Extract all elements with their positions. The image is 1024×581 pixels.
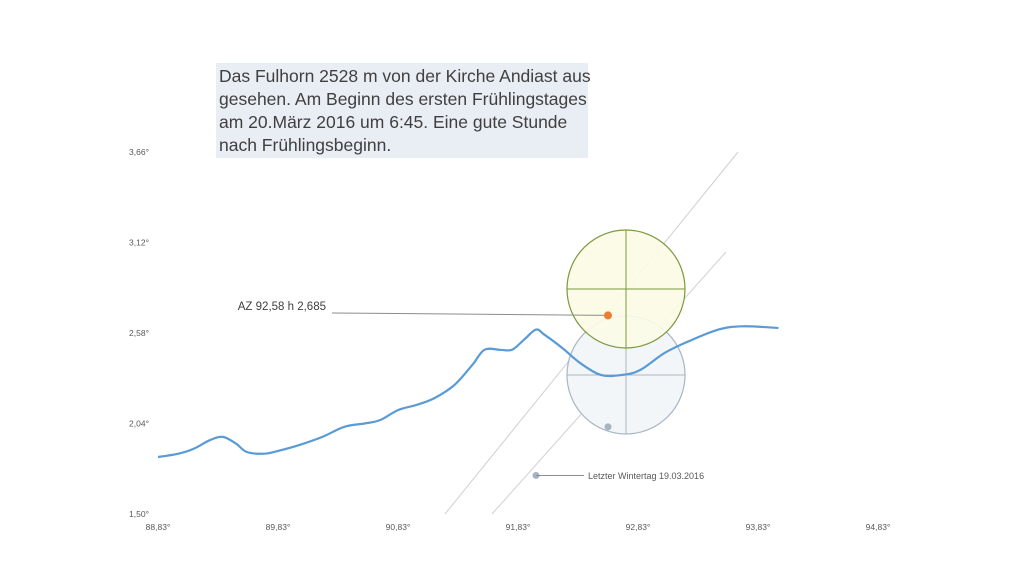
sun-label: AZ 92,58 h 2,685 (238, 301, 326, 313)
horizon-series (157, 325, 779, 459)
data-point-previous-sun (604, 423, 612, 431)
y-axis-ticks: 3,66° 3,12° 2,58° 2,04° 1,50° (129, 147, 149, 519)
x-axis-ticks: 88,83° 89,83° 90,83° 91,83° 92,83° 93,83° 94,8… (146, 522, 891, 532)
x-tick-label: 91,83° (506, 522, 531, 532)
sun-leader-line (331, 312, 609, 316)
x-tick-label: 89,83° (266, 522, 291, 532)
y-tick-label: 3,66° (129, 147, 149, 157)
series-line-horizon (157, 325, 779, 459)
y-tick-label: 2,58° (129, 328, 149, 338)
x-tick-label: 90,83° (386, 522, 411, 532)
x-tick-label: 88,83° (146, 522, 171, 532)
title-line-4: nach Frühlingsbeginn. (219, 135, 392, 155)
data-point-sun (604, 311, 612, 320)
x-tick-label: 92,83° (626, 522, 651, 532)
title-line-1: Das Fulhorn 2528 m von der Kirche Andias… (219, 66, 591, 86)
y-tick-label: 1,50° (129, 509, 149, 519)
title-line-3: am 20.März 2016 um 6:45. Eine gute Stund… (219, 112, 568, 132)
annotations: AZ 92,58 h 2,685 Letzter Wintertag 19.03.… (238, 301, 704, 481)
title-line-2: gesehen. Am Beginn des ersten Frühlingst… (219, 89, 587, 109)
x-tick-label: 93,83° (746, 522, 771, 532)
y-tick-label: 2,04° (129, 419, 149, 429)
previous-sun-label: Letzter Wintertag 19.03.2016 (588, 471, 704, 481)
x-tick-label: 94,83° (866, 522, 891, 532)
y-tick-label: 3,12° (129, 238, 149, 248)
sun-disc (566, 229, 686, 349)
chart-title: Das Fulhorn 2528 m von der Kirche Andias… (216, 63, 591, 158)
